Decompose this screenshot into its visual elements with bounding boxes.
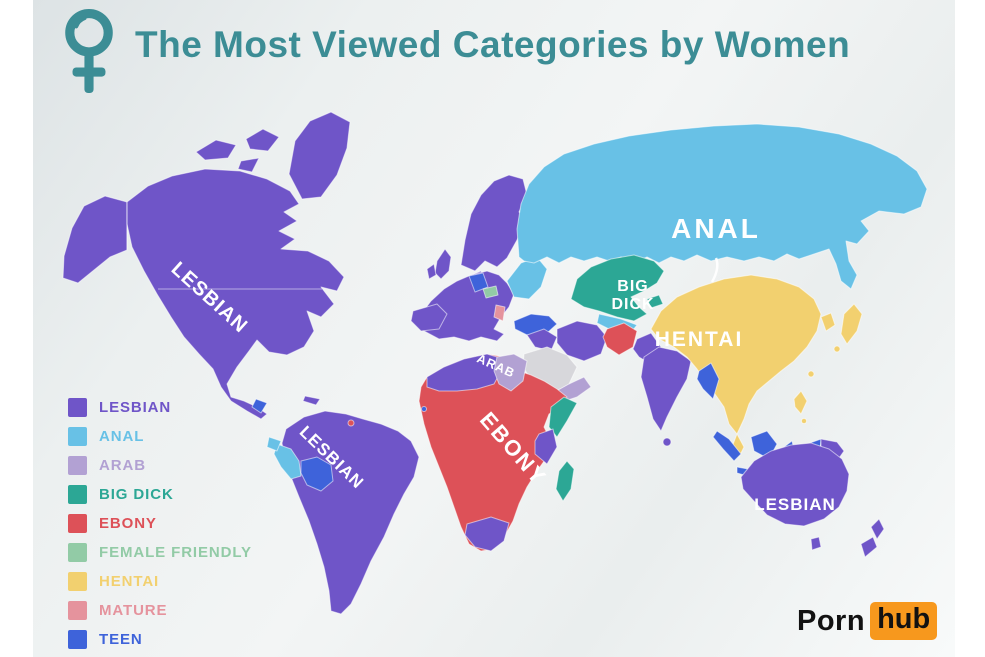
region-bolivia (300, 456, 334, 492)
region-afghanistan (602, 322, 638, 356)
map-label-china: HENTAI (655, 328, 744, 351)
map-label-russia: ANAL (671, 213, 761, 244)
region-uk (434, 248, 452, 280)
legend-label: HENTAI (99, 573, 160, 590)
legend-item-mature: MATURE (68, 596, 252, 625)
region-russia (516, 123, 928, 290)
map-label-kazakhstan-line1: BIG (617, 278, 648, 295)
region-alaska (62, 195, 128, 284)
region-germany (468, 272, 489, 293)
page-title: The Most Viewed Categories by Women (135, 24, 851, 65)
legend-item-lesbian: LESBIAN (68, 393, 252, 422)
region-west-africa-dot (421, 406, 427, 412)
brand-logo: Porn hub (797, 602, 938, 640)
legend-swatch (68, 456, 87, 475)
legend-swatch (68, 601, 87, 620)
logo-text-hub: hub (877, 603, 931, 635)
border-us-canada (126, 202, 322, 290)
logo-text-porn: Porn (797, 604, 866, 637)
region-japan (840, 303, 863, 345)
region-cuba (302, 395, 321, 406)
region-ireland (426, 263, 437, 280)
legend-item-female-friendly: FEMALE FRIENDLY (68, 538, 252, 567)
legend-item-ebony: EBONY (68, 509, 252, 538)
region-new-zealand (860, 518, 885, 558)
region-madagascar (555, 460, 575, 502)
region-iberia (410, 303, 448, 332)
legend-label: BIG DICK (99, 486, 174, 503)
legend-swatch (68, 514, 87, 533)
region-scandinavia (460, 174, 528, 272)
legend-label: ANAL (99, 428, 145, 445)
region-czech-republic (482, 285, 499, 299)
legend-item-hentai: HENTAI (68, 567, 252, 596)
region-australia (740, 442, 850, 527)
female-symbol-svg (65, 8, 113, 94)
region-somalia (548, 396, 578, 438)
region-philippines-island (801, 418, 807, 424)
region-south-africa (464, 516, 510, 552)
region-peru (273, 443, 302, 480)
region-sri-lanka (662, 437, 672, 447)
region-greenland (288, 111, 351, 200)
region-myanmar (696, 362, 720, 400)
legend-item-big-dick: BIG DICK (68, 480, 252, 509)
legend-label: FEMALE FRIENDLY (99, 544, 252, 561)
region-kyrgyzstan (646, 294, 664, 309)
map-label-kazakhstan-line2: DICK (611, 296, 654, 313)
region-taiwan (807, 370, 815, 378)
logo-hub-box: hub (870, 602, 938, 640)
region-india (640, 346, 692, 432)
legend-swatch (68, 485, 87, 504)
legend-label: MATURE (99, 602, 168, 619)
region-nicaragua (251, 398, 268, 414)
region-iran (556, 320, 608, 362)
region-serbia (493, 304, 506, 322)
legend-item-teen: TEEN (68, 625, 252, 654)
legend-item-arab: ARAB (68, 451, 252, 480)
region-arctic-islands (195, 128, 280, 173)
region-kazakhstan (570, 254, 665, 322)
region-korea (820, 312, 836, 332)
region-ecuador (266, 436, 282, 452)
river-detail (710, 257, 719, 283)
region-iraq-syria (526, 328, 558, 352)
region-ukraine-belarus (506, 256, 548, 300)
region-egypt (493, 353, 528, 392)
region-turkey (513, 313, 558, 336)
legend: LESBIAN ANAL ARAB BIG DICK EBONY FEMALE … (68, 393, 252, 654)
legend-label: ARAB (99, 457, 146, 474)
female-symbol-icon (57, 6, 121, 101)
legend-label: EBONY (99, 515, 157, 532)
region-sumatra (712, 430, 742, 462)
legend-swatch (68, 543, 87, 562)
legend-label: LESBIAN (99, 399, 172, 416)
region-french-guiana (347, 419, 355, 427)
map-label-australia: LESBIAN (754, 495, 836, 514)
legend-swatch (68, 398, 87, 417)
legend-item-anal: ANAL (68, 422, 252, 451)
header: The Most Viewed Categories by Women (57, 6, 850, 101)
legend-swatch (68, 427, 87, 446)
region-philippines (793, 390, 808, 415)
legend-label: TEEN (99, 631, 143, 648)
region-north-america (126, 168, 345, 420)
legend-swatch (68, 572, 87, 591)
region-kenya-tanzania (534, 428, 558, 465)
legend-swatch (68, 630, 87, 649)
region-tasmania (810, 536, 822, 551)
region-japan-island (833, 345, 841, 353)
